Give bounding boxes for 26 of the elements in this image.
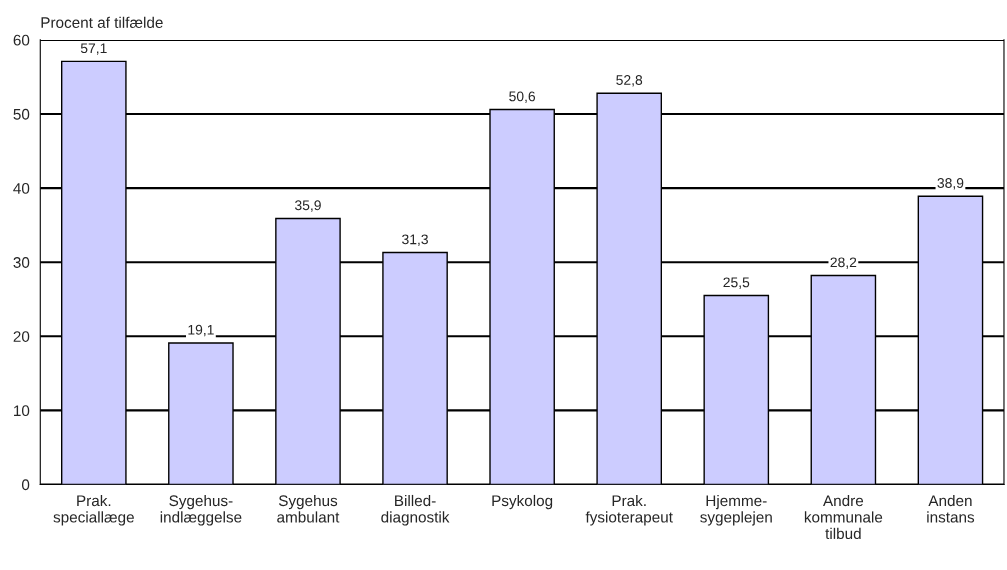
- x-tick-label: Andre kommunale tilbud: [804, 494, 883, 540]
- x-tick-label: Prak. fysioterapeut: [585, 494, 673, 526]
- x-tick-label: Psykolog: [492, 494, 553, 510]
- data-label: 52,8: [616, 75, 643, 87]
- data-label: 28,2: [830, 257, 857, 269]
- data-label: 19,1: [188, 324, 214, 337]
- y-tick-label: 20: [13, 331, 30, 342]
- x-tick-label: Sygehus- indlæggelse: [160, 494, 242, 526]
- data-label: 35,9: [294, 200, 321, 212]
- data-label: 25,5: [723, 277, 750, 289]
- y-tick-label: 60: [13, 34, 30, 46]
- data-label: 38,9: [937, 178, 964, 190]
- data-label: 31,3: [402, 234, 428, 246]
- y-tick-label: 40: [13, 182, 30, 194]
- y-tick-label: 10: [14, 405, 30, 417]
- y-tick-label: 30: [13, 257, 30, 268]
- x-tick-label: Anden instans: [927, 494, 975, 523]
- y-tick-label: 0: [21, 479, 30, 491]
- y-axis-title: Procent af tilfælde: [41, 16, 163, 28]
- data-label: 50,6: [509, 91, 536, 103]
- data-label: 57,1: [80, 43, 107, 55]
- x-tick-label: Billed- diagnostik: [381, 494, 450, 526]
- y-tick-label: 50: [13, 108, 30, 120]
- x-tick-label: Sygehus ambulant: [277, 494, 340, 523]
- x-tick-label: Prak. speciallæge: [53, 494, 134, 526]
- x-tick-label: Hjemme- sygeplejen: [700, 494, 772, 526]
